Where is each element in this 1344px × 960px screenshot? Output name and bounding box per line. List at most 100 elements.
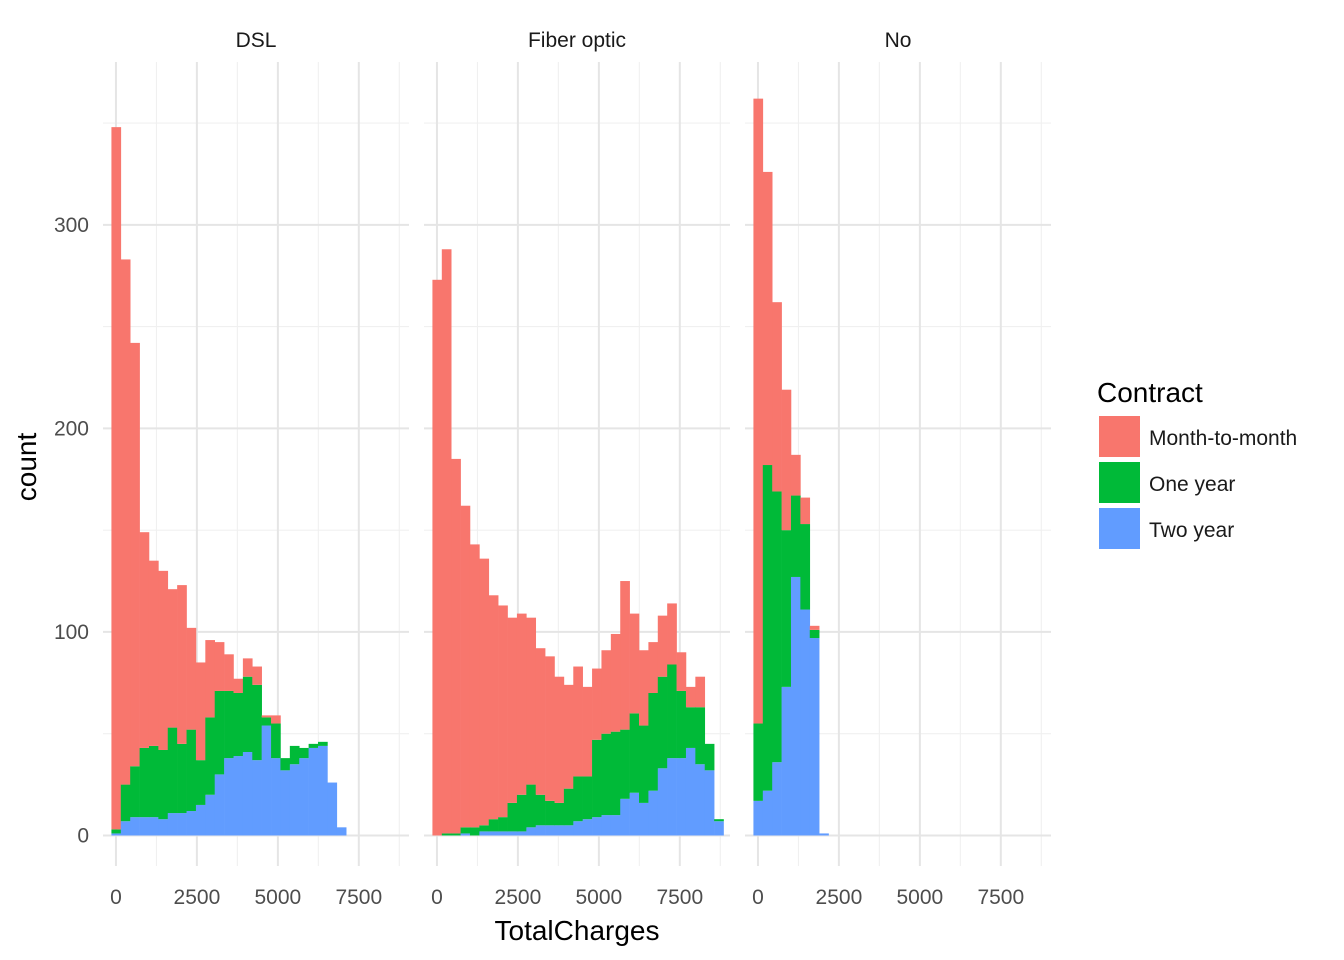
histogram-bar-month-to-month [545,656,555,801]
histogram-bar-month-to-month [479,558,490,826]
histogram-bar-two-year [120,821,131,836]
histogram-bar-one-year [582,776,593,820]
panel-dsl: DSL 0 2500 5000 7500 [103,29,409,909]
histogram-bar-two-year [620,798,630,836]
histogram-bar-one-year [130,766,140,818]
histogram-bar-month-to-month [441,249,452,834]
histogram-bar-two-year [195,804,206,836]
histogram-bar-one-year [676,690,687,759]
histogram-bar-one-year [695,707,706,765]
histogram-bar-month-to-month [177,585,187,744]
histogram-bar-one-year [648,692,659,791]
x-tick-label: 5000 [896,886,943,909]
histogram-bar-two-year [592,817,602,836]
histogram-bar-two-year [610,815,621,836]
histogram-bar-month-to-month [130,342,140,767]
histogram-bar-two-year [516,831,527,836]
histogram-bar-month-to-month [120,259,131,785]
histogram-bar-month-to-month [498,605,508,818]
histogram-bar-one-year [498,817,508,832]
x-tick-label: 2500 [174,886,221,909]
histogram-bar-one-year [516,794,527,832]
histogram-bar-two-year [233,756,244,836]
y-tick-label: 0 [77,824,89,847]
histogram-bar-one-year [714,819,724,822]
histogram-bar-month-to-month [695,676,706,708]
histogram-bar-one-year [177,743,187,814]
histogram-bar-two-year [676,758,687,836]
histogram-bar-two-year [714,821,724,836]
x-axis-title: TotalCharges [495,915,660,946]
histogram-bar-month-to-month [610,633,621,732]
histogram-bar-one-year [545,800,555,826]
histogram-bar-two-year [809,638,820,836]
histogram-bar-two-year [167,813,178,836]
x-tick-label: 0 [752,886,764,909]
histogram-bar-one-year [488,819,499,832]
histogram-bar-one-year [318,741,328,746]
histogram-bar-two-year [772,762,782,836]
y-axis-title: count [11,433,42,502]
histogram-bar-month-to-month [214,642,225,691]
histogram-bar-month-to-month [271,715,281,724]
histogram-bar-month-to-month [772,302,782,492]
histogram-bar-one-year [790,495,801,577]
histogram-bar-two-year [336,827,347,836]
legend: Contract Month-to-month One year Two year [1097,377,1297,549]
histogram-bar-month-to-month [592,668,602,740]
histogram-bar-one-year [554,802,565,826]
histogram-bar-two-year [318,745,328,836]
facet-title: DSL [236,29,277,52]
histogram-bar-one-year [271,723,281,759]
histogram-bar-two-year [460,833,471,836]
histogram-bar-one-year [592,739,602,818]
y-tick-label: 200 [54,417,89,440]
histogram-bar-two-year [186,811,197,836]
histogram-bar-two-year [819,833,829,836]
histogram-bar-two-year [280,770,291,836]
histogram-bar-month-to-month [753,98,764,724]
histogram-bar-month-to-month [620,581,630,730]
histogram-bar-two-year [582,819,593,836]
histogram-bar-month-to-month [582,686,593,777]
histogram-bar-one-year [441,833,452,836]
histogram-bar-month-to-month [639,650,649,726]
histogram-bar-month-to-month [111,127,122,830]
histogram-bar-one-year [507,802,518,832]
histogram-bar-two-year [526,827,537,836]
histogram-bar-one-year [469,827,480,836]
histogram-bar-one-year [639,725,649,803]
histogram-bar-one-year [252,684,262,761]
histogram-bar-two-year [158,819,169,836]
histogram-bar-two-year [479,831,490,836]
histogram-bar-two-year [545,825,555,836]
histogram-bar-two-year [762,790,773,836]
histogram-bar-two-year [753,800,764,836]
histogram-bar-one-year [781,530,792,687]
histogram-bar-two-year [130,817,140,836]
histogram-bar-month-to-month [233,678,244,693]
histogram-bar-two-year [214,774,225,836]
x-tick-label: 7500 [977,886,1024,909]
histogram-bar-month-to-month [516,613,527,795]
histogram-bar-two-year [139,817,150,836]
histogram-bar-one-year [186,729,197,812]
histogram-bar-month-to-month [573,666,583,777]
histogram-bar-one-year [667,664,677,759]
histogram-bar-month-to-month [432,279,443,836]
histogram-bar-one-year [809,629,820,639]
histogram-bar-month-to-month [139,532,150,748]
histogram-bar-month-to-month [648,642,659,693]
panel-fiber-optic: Fiber optic 0 2500 5000 7500 [424,29,730,909]
histogram-bar-two-year [507,831,518,836]
histogram-bar-one-year [308,743,319,748]
histogram-bar-two-year [148,817,159,836]
legend-key-one-year [1099,462,1140,503]
x-tick-label: 7500 [656,886,703,909]
histogram-bar-one-year [762,465,773,791]
legend-key-two-year [1099,508,1140,549]
x-tick-label: 7500 [335,886,382,909]
histogram-bar-month-to-month [676,652,687,691]
histogram-bar-one-year [657,676,668,769]
